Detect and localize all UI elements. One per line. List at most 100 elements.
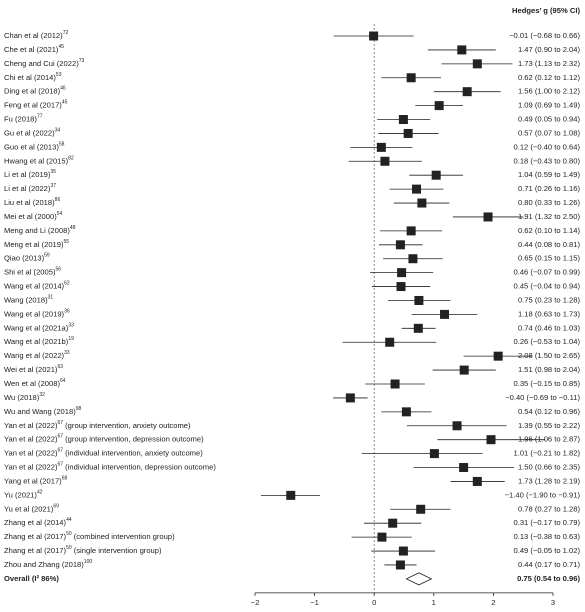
study-ref: 32 [39, 392, 45, 398]
study-subgroup: (individual intervention, anxiety outcom… [63, 449, 203, 458]
effect-box [462, 87, 472, 97]
study-name: Yan et al (2022) [4, 463, 58, 472]
study-label: Cheng and Cui (2022)73 [4, 58, 85, 68]
study-name: Feng et al (2017) [4, 101, 62, 110]
study-ref: 45 [62, 100, 68, 106]
study-label: Wang et al (2021a)33 [4, 323, 74, 333]
study-ref: 34 [55, 128, 61, 134]
study-ref: 67 [57, 434, 63, 440]
x-tick-label: 2 [491, 598, 495, 607]
study-label: Meng et al (2019)55 [4, 239, 69, 249]
effect-label: 0.62 (0.10 to 1.14) [518, 226, 581, 235]
study-ref: 73 [79, 58, 85, 64]
x-tick-label: 0 [372, 598, 376, 607]
column-header: Hedges’ g (95% CI) [512, 6, 580, 15]
study-name: Li et al (2019) [4, 170, 51, 179]
study-label: Chi et al (2014)53 [4, 72, 62, 82]
study-name: Mei et al (2000) [4, 212, 57, 221]
study-ref: 53 [56, 72, 62, 78]
effect-label: 0.44 (0.08 to 0.81) [518, 240, 581, 249]
effect-box [459, 463, 469, 473]
study-name: Wang et al (2014) [4, 282, 65, 291]
effect-label: 1.39 (0.55 to 2.22) [518, 421, 581, 430]
study-ref: 19 [68, 337, 74, 343]
study-label: Wang et al (2021b)19 [4, 337, 74, 347]
effect-box [412, 184, 422, 194]
study-label: Yan et al (2022)67 (individual intervent… [4, 448, 203, 458]
study-subgroup: (group intervention, depression outcome) [63, 435, 204, 444]
study-label: Yu (2021)42 [4, 490, 43, 500]
effect-label: −0.40 (−0.69 to −0.11) [505, 393, 580, 402]
effect-label: −1.40 (−1.90 to −0.91) [505, 490, 581, 499]
study-name: Shi et al (2005) [4, 268, 56, 277]
effect-label: 1.09 (0.69 to 1.49) [518, 101, 581, 110]
effect-label: 0.45 (−0.04 to 0.94) [514, 282, 581, 291]
study-name: Fu (2018) [4, 115, 37, 124]
study-label: Gu et al (2022)34 [4, 128, 60, 138]
study-ref: 35 [50, 170, 56, 176]
effect-label: 0.26 (−0.53 to 1.04) [514, 337, 581, 346]
study-label: Meng and Li (2008)48 [4, 225, 76, 235]
study-label: Yang et al (2017)68 [4, 476, 67, 486]
effect-box [472, 59, 482, 69]
study-ref: 56 [56, 267, 62, 273]
study-ref: 50 [66, 531, 72, 537]
overall-label: Overall (I² 86%) [4, 574, 59, 583]
overall-effect-label: 0.75 (0.54 to 0.96) [517, 574, 580, 583]
effect-box [431, 170, 441, 180]
study-subgroup: (individual intervention, depression out… [63, 463, 216, 472]
study-name: Wang (2018) [4, 295, 48, 304]
effect-label: 0.57 (0.07 to 1.08) [518, 128, 581, 137]
study-name: Yu et al (2021) [4, 504, 54, 513]
study-label: Wang et al (2014)62 [4, 281, 70, 291]
study-ref: 64 [60, 378, 66, 384]
study-name: Qiao (2013) [4, 254, 45, 263]
effect-label: −0.01 (−0.68 to 0.66) [509, 31, 580, 40]
study-name: Yan et al (2022) [4, 421, 58, 430]
study-ref: 54 [57, 211, 63, 217]
study-name: Wang et al (2021b) [4, 337, 69, 346]
effect-label: 1.51 (0.98 to 2.04) [518, 365, 581, 374]
effect-label: 1.56 (1.00 to 2.12) [518, 87, 581, 96]
study-ref: 59 [44, 253, 50, 259]
study-ref: 62 [64, 281, 70, 287]
effect-box [398, 115, 408, 125]
study-ref: 58 [59, 142, 65, 148]
study-label: Feng et al (2017)45 [4, 100, 68, 110]
study-ref: 31 [48, 295, 54, 301]
study-label: Wang (2018)31 [4, 295, 53, 305]
study-ref: 67 [57, 448, 63, 454]
effect-box [414, 295, 424, 305]
study-ref: 44 [66, 518, 72, 524]
study-ref: 68 [62, 476, 68, 482]
x-tick-label: −2 [251, 598, 260, 607]
study-label: Yan et al (2022)67 (group intervention, … [4, 434, 204, 444]
effect-box [395, 240, 405, 250]
effect-label: 1.47 (0.90 to 2.04) [518, 45, 581, 54]
study-name: Yu (2021) [4, 490, 37, 499]
study-label: Yan et al (2022)67 (individual intervent… [4, 462, 216, 472]
study-ref: 33 [68, 323, 74, 329]
study-subgroup: (combined intervention group) [72, 532, 175, 541]
overall-diamond [405, 572, 433, 586]
study-name: Zhang et al (2017) [4, 532, 67, 541]
effect-box [388, 518, 398, 528]
effect-box [408, 254, 418, 264]
effect-label: 1.04 (0.59 to 1.49) [518, 170, 581, 179]
effect-box [413, 323, 423, 333]
study-name: Chan et al (2012) [4, 31, 63, 40]
effect-label: 0.54 (0.12 to 0.96) [518, 407, 581, 416]
study-label: Fu (2018)77 [4, 114, 43, 124]
effect-label: 0.65 (0.15 to 1.15) [518, 254, 581, 263]
study-label: Zhang et al (2014)44 [4, 518, 72, 528]
effect-label: 0.74 (0.46 to 1.03) [518, 323, 581, 332]
study-name: Meng and Li (2008) [4, 226, 70, 235]
study-name: Wang et al (2019) [4, 309, 65, 318]
study-label: Wen et al (2008)64 [4, 378, 66, 388]
effect-label: 0.46 (−0.07 to 0.99) [514, 268, 581, 277]
study-ref: 69 [53, 504, 59, 510]
study-name: Liu et al (2018) [4, 198, 55, 207]
effect-label: 0.44 (0.17 to 0.71) [518, 560, 581, 569]
study-ref: 67 [57, 462, 63, 468]
